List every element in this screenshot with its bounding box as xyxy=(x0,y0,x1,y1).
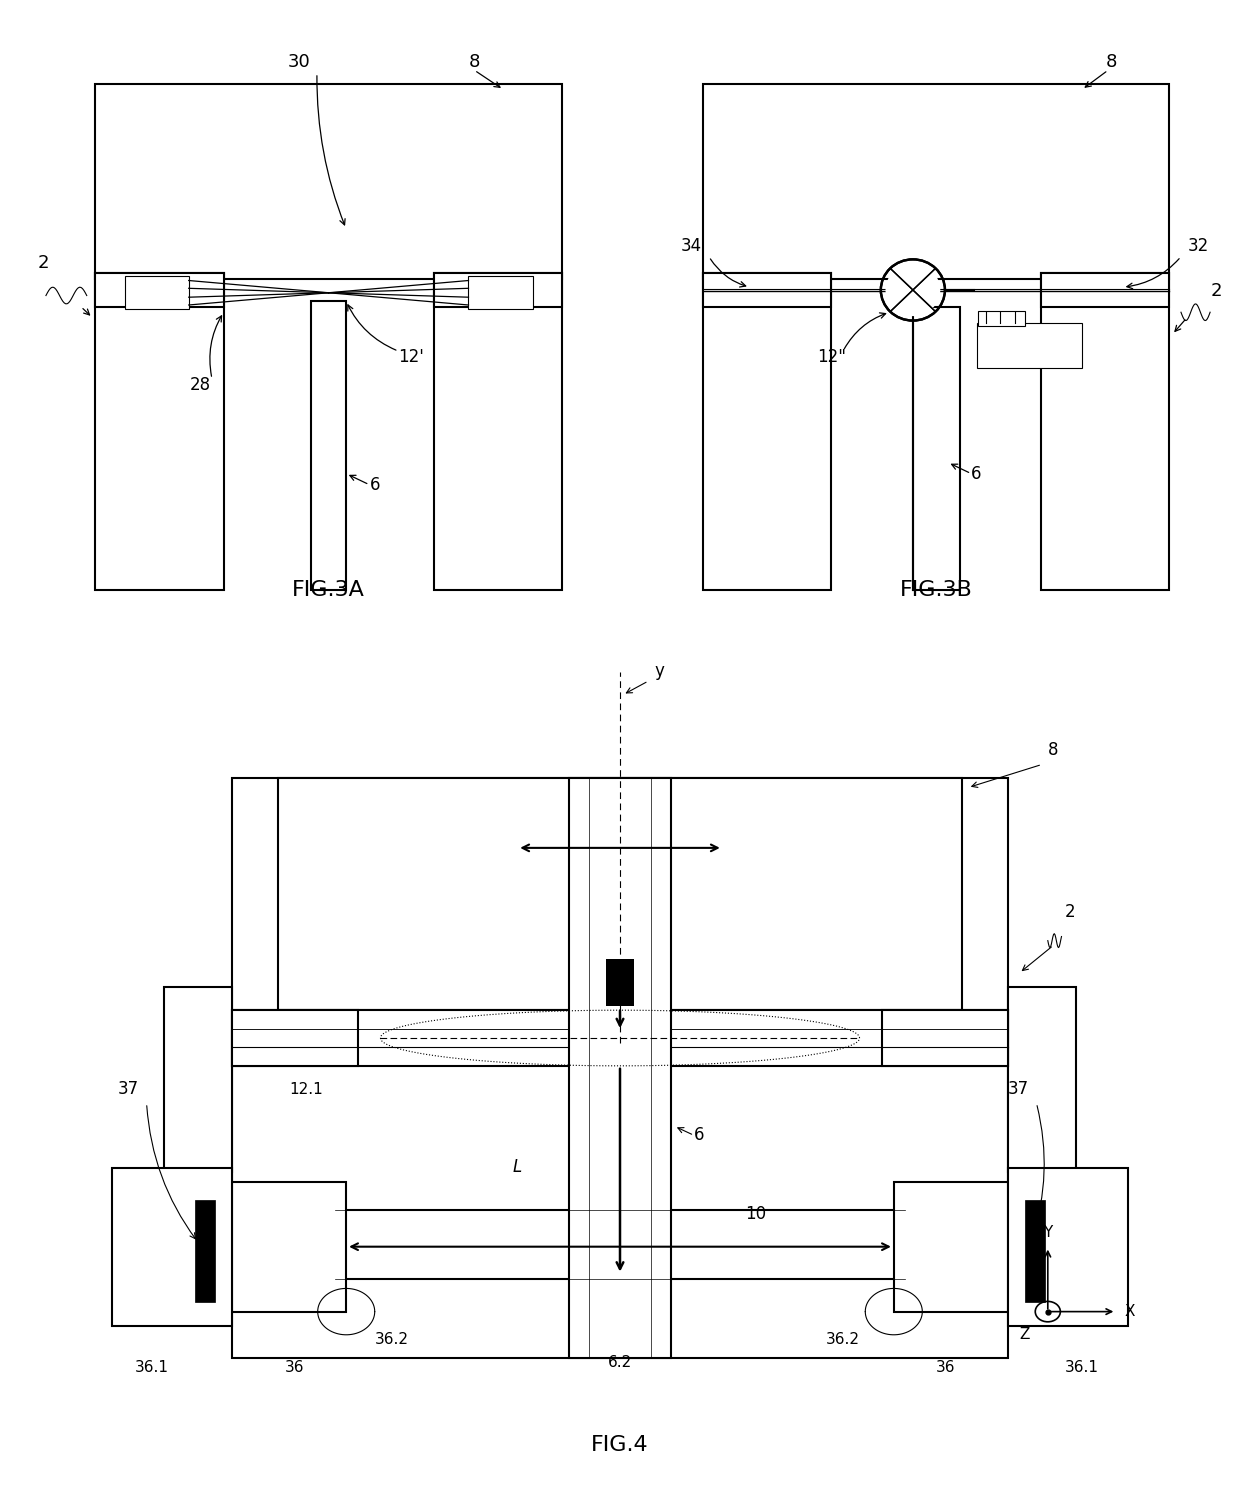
Bar xyxy=(195,1200,215,1302)
Text: 8: 8 xyxy=(1048,741,1058,760)
Bar xyxy=(883,1011,1008,1066)
Text: 12.1: 12.1 xyxy=(289,1081,322,1096)
Text: 2: 2 xyxy=(1065,904,1075,922)
Text: 30: 30 xyxy=(288,53,311,71)
Text: 6: 6 xyxy=(971,465,982,483)
Circle shape xyxy=(885,263,940,316)
Bar xyxy=(978,310,1024,326)
Bar xyxy=(1008,1167,1127,1325)
Text: 36: 36 xyxy=(285,1360,305,1375)
Text: 2: 2 xyxy=(1210,281,1221,299)
Text: 34: 34 xyxy=(681,238,702,256)
Bar xyxy=(95,84,562,278)
Bar xyxy=(977,323,1081,368)
Bar xyxy=(703,84,1169,278)
Bar xyxy=(606,960,635,1006)
Text: X: X xyxy=(1125,1304,1136,1319)
Text: 37: 37 xyxy=(118,1080,139,1098)
Bar xyxy=(434,274,562,307)
Bar xyxy=(1008,987,1076,1173)
Text: 36.1: 36.1 xyxy=(1065,1360,1099,1375)
Bar xyxy=(1042,274,1169,591)
Text: 36.1: 36.1 xyxy=(135,1360,170,1375)
Bar xyxy=(894,1182,1008,1311)
Text: L: L xyxy=(512,1158,522,1176)
Bar xyxy=(124,277,188,310)
Text: FIG.3A: FIG.3A xyxy=(293,581,365,600)
Bar xyxy=(232,1182,346,1311)
Text: 37: 37 xyxy=(1008,1080,1029,1098)
Bar xyxy=(913,307,960,591)
Text: 10: 10 xyxy=(745,1205,766,1223)
Text: 6.2: 6.2 xyxy=(608,1355,632,1370)
Text: 8: 8 xyxy=(1105,53,1117,71)
Text: 12": 12" xyxy=(817,349,846,367)
Text: 32: 32 xyxy=(1188,238,1209,256)
Bar xyxy=(434,274,562,591)
Bar xyxy=(232,1011,1008,1066)
Bar xyxy=(469,277,533,310)
Text: 36.2: 36.2 xyxy=(374,1333,409,1348)
Text: 8: 8 xyxy=(469,53,480,71)
Bar xyxy=(95,274,223,591)
Text: Z: Z xyxy=(1019,1328,1030,1343)
Text: 36: 36 xyxy=(935,1360,955,1375)
Bar xyxy=(703,274,831,307)
Bar xyxy=(232,1209,1008,1278)
Text: y: y xyxy=(655,662,665,680)
Text: 2: 2 xyxy=(37,254,48,272)
Text: 12': 12' xyxy=(398,349,424,367)
Bar xyxy=(1042,274,1169,307)
Bar xyxy=(278,779,962,1011)
Text: FIG.3B: FIG.3B xyxy=(900,581,972,600)
Text: FIG.4: FIG.4 xyxy=(591,1435,649,1454)
Bar xyxy=(232,779,1008,1358)
Bar xyxy=(1025,1200,1045,1302)
Text: 6: 6 xyxy=(694,1126,704,1145)
Text: 6: 6 xyxy=(370,477,379,495)
Bar xyxy=(311,301,346,591)
Bar xyxy=(95,274,223,307)
Bar xyxy=(703,274,831,591)
Text: 28: 28 xyxy=(190,376,211,394)
Bar xyxy=(164,987,232,1173)
Bar xyxy=(569,779,671,1358)
Text: Y: Y xyxy=(1043,1226,1053,1241)
Bar xyxy=(232,1011,357,1066)
Text: 36.2: 36.2 xyxy=(826,1333,859,1348)
Bar xyxy=(113,1167,232,1325)
